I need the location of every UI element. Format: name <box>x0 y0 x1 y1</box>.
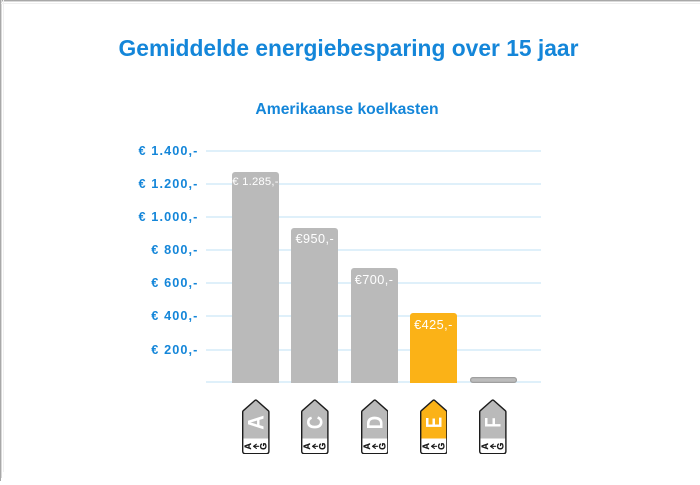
svg-text:G: G <box>258 443 268 450</box>
svg-text:G: G <box>318 443 328 450</box>
svg-text:A: A <box>243 443 253 450</box>
svg-text:G: G <box>496 443 506 450</box>
svg-text:C: C <box>303 416 328 429</box>
svg-text:A: A <box>302 443 312 450</box>
svg-text:F: F <box>480 417 505 427</box>
svg-text:G: G <box>377 443 387 450</box>
svg-text:G: G <box>436 443 446 450</box>
svg-text:A: A <box>480 443 490 450</box>
svg-text:D: D <box>362 416 387 429</box>
svg-text:A: A <box>243 415 268 429</box>
svg-text:A: A <box>361 443 371 450</box>
svg-text:A: A <box>421 443 431 450</box>
svg-text:E: E <box>421 417 446 428</box>
